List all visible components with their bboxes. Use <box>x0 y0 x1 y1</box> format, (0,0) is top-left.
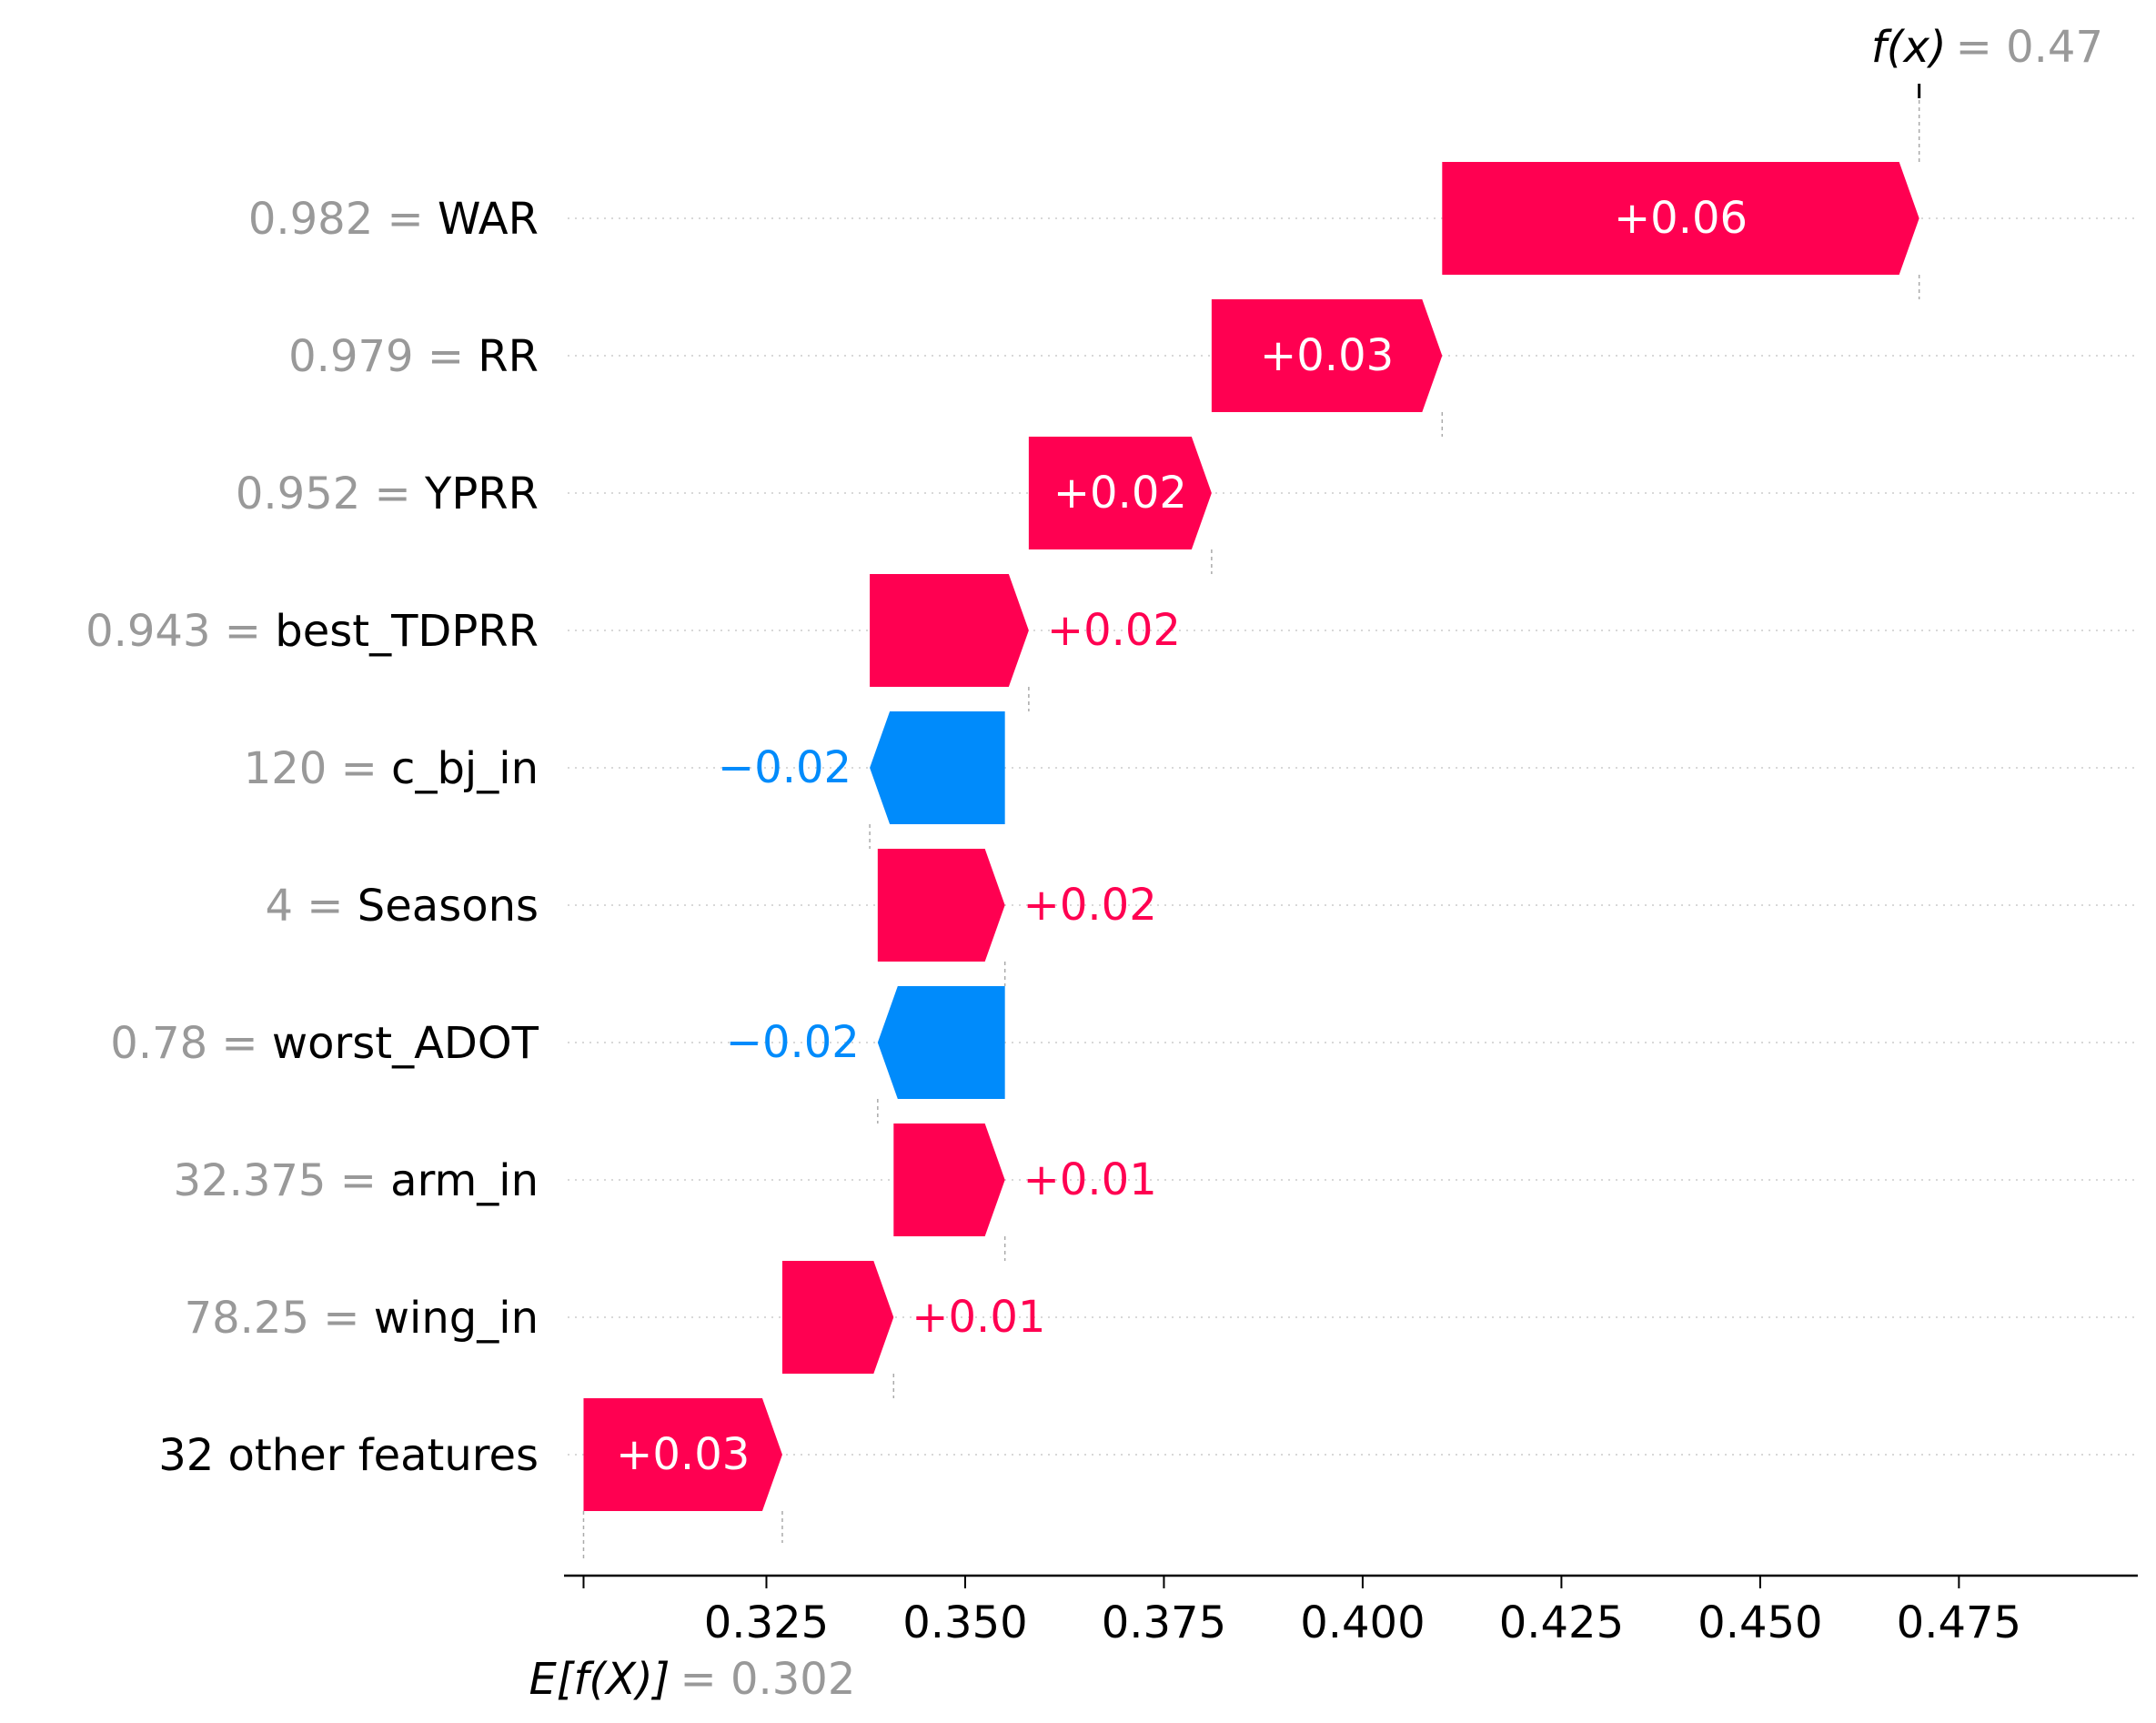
value-annotations: +0.06 +0.03 +0.02 +0.02 −0.02 +0.02 −0.02 +0.01… <box>616 193 1748 1480</box>
feature-name: WAR <box>438 194 539 245</box>
feature-label: 32 other features <box>158 1430 539 1481</box>
x-tick-label: 0.475 <box>1897 1597 2021 1648</box>
positive-contribution-bar <box>583 1398 782 1511</box>
x-tick-label: 0.450 <box>1698 1597 1822 1648</box>
feature-name: 32 other features <box>158 1430 539 1481</box>
contribution-label: +0.01 <box>1023 1154 1157 1205</box>
feature-label: 4 = Seasons <box>266 881 539 932</box>
positive-contribution-bar <box>893 1123 1005 1236</box>
feature-name: worst_ADOT <box>272 1018 539 1069</box>
feature-label: 32.375 = arm_in <box>173 1155 539 1206</box>
feature-value: 0.78 = <box>110 1018 272 1069</box>
feature-value: 0.979 = <box>288 331 478 382</box>
negative-contribution-bar <box>877 986 1005 1099</box>
contribution-label: +0.02 <box>1023 880 1157 931</box>
feature-label: 0.78 = worst_ADOT <box>110 1018 539 1069</box>
contribution-label: +0.02 <box>1047 605 1181 656</box>
positive-contribution-bar <box>877 849 1005 962</box>
x-axis: 0.325 0.350 0.375 0.400 0.425 0.450 0.475 E[f(X… <box>529 22 2138 1705</box>
base-value-number: = 0.302 <box>680 1654 855 1705</box>
feature-value: 78.25 = <box>185 1293 374 1344</box>
feature-name: Seasons <box>358 881 539 932</box>
x-tick-label: 0.350 <box>902 1597 1027 1648</box>
feature-label: 0.943 = best_TDPRR <box>86 606 539 657</box>
negative-contribution-bar <box>870 711 1005 824</box>
contribution-label: +0.03 <box>1260 330 1394 381</box>
final-value-number: = 0.47 <box>1956 22 2103 73</box>
feature-value: 0.952 = <box>236 469 425 519</box>
feature-labels: 0.982 = WAR 0.979 = RR 0.952 = YPRR 0.943 =… <box>86 194 539 1481</box>
base-value-label: E[f(X)] <box>529 1654 670 1705</box>
feature-name: c_bj_in <box>391 743 539 794</box>
final-value-label: f(x) <box>1871 22 1947 73</box>
feature-name: RR <box>478 331 539 382</box>
x-tick-label: 0.400 <box>1300 1597 1425 1648</box>
feature-label: 78.25 = wing_in <box>185 1293 539 1344</box>
positive-contribution-bar <box>1442 162 1919 275</box>
x-tick-label: 0.425 <box>1499 1597 1624 1648</box>
x-tick-label: 0.375 <box>1102 1597 1226 1648</box>
feature-name: best_TDPRR <box>275 606 539 657</box>
feature-label: 0.952 = YPRR <box>236 469 539 519</box>
contribution-label: +0.03 <box>616 1429 750 1480</box>
feature-name: arm_in <box>390 1155 539 1206</box>
feature-value: 0.943 = <box>86 606 275 657</box>
positive-contribution-bar <box>1028 437 1212 549</box>
feature-label: 0.979 = RR <box>288 331 539 382</box>
connector-lines <box>582 84 1920 1561</box>
contribution-label: +0.02 <box>1053 468 1187 519</box>
positive-contribution-bar <box>1211 299 1443 412</box>
feature-value: 4 = <box>266 881 358 932</box>
feature-value: 120 = <box>244 743 391 794</box>
positive-contribution-bar <box>781 1261 894 1374</box>
feature-value: 32.375 = <box>173 1155 390 1206</box>
contribution-label: +0.01 <box>912 1292 1045 1343</box>
feature-name: wing_in <box>374 1293 539 1344</box>
feature-label: 0.982 = WAR <box>248 194 539 245</box>
positive-contribution-bar <box>870 574 1029 687</box>
feature-label: 120 = c_bj_in <box>244 743 539 794</box>
contribution-label: −0.02 <box>726 1017 860 1068</box>
contribution-label: +0.06 <box>1614 193 1748 244</box>
contribution-label: −0.02 <box>718 742 851 793</box>
feature-value: 0.982 = <box>248 194 438 245</box>
contribution-bars <box>583 162 1919 1511</box>
x-tick-label: 0.325 <box>704 1597 829 1648</box>
feature-name: YPRR <box>424 469 539 519</box>
